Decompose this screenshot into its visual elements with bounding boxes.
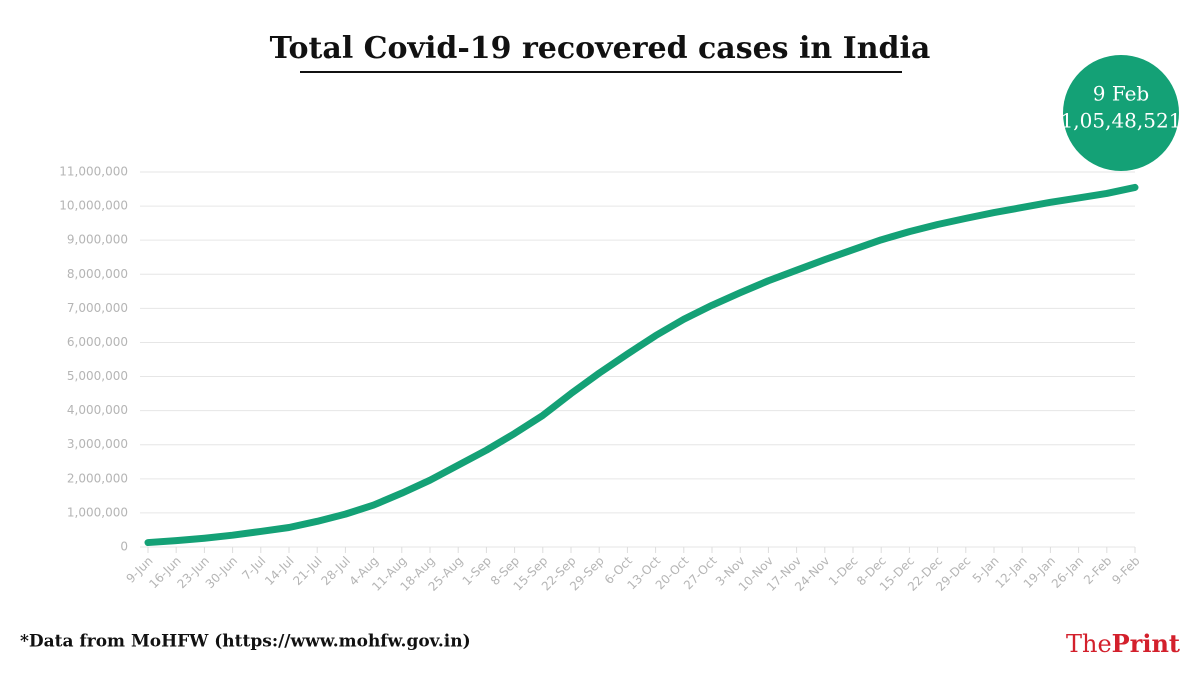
y-tick-label: 9,000,000 — [67, 233, 128, 247]
y-tick-label: 1,000,000 — [67, 505, 128, 519]
annotation-bubble — [1063, 55, 1179, 171]
data-line — [144, 183, 1139, 547]
y-tick-label: 2,000,000 — [67, 471, 128, 485]
annotation-value: 1,05,48,521 — [1061, 109, 1182, 133]
y-tick-label: 3,000,000 — [67, 437, 128, 451]
annotation-date: 9 Feb — [1093, 82, 1150, 106]
y-tick-label: 11,000,000 — [59, 165, 128, 179]
logo-the: The — [1066, 630, 1112, 658]
logo-print: Print — [1112, 629, 1180, 658]
chart-title: Total Covid-19 recovered cases in India — [270, 31, 931, 66]
y-tick-label: 0 — [120, 540, 128, 554]
source-note: *Data from MoHFW (https://www.mohfw.gov.… — [20, 632, 471, 652]
y-tick-label: 7,000,000 — [67, 301, 128, 315]
y-tick-label: 5,000,000 — [67, 369, 128, 383]
y-tick-label: 10,000,000 — [59, 199, 128, 213]
y-tick-label: 8,000,000 — [67, 267, 128, 281]
logo: ThePrint — [1066, 629, 1180, 658]
y-tick-label: 4,000,000 — [67, 403, 128, 417]
y-tick-label: 6,000,000 — [67, 335, 128, 349]
